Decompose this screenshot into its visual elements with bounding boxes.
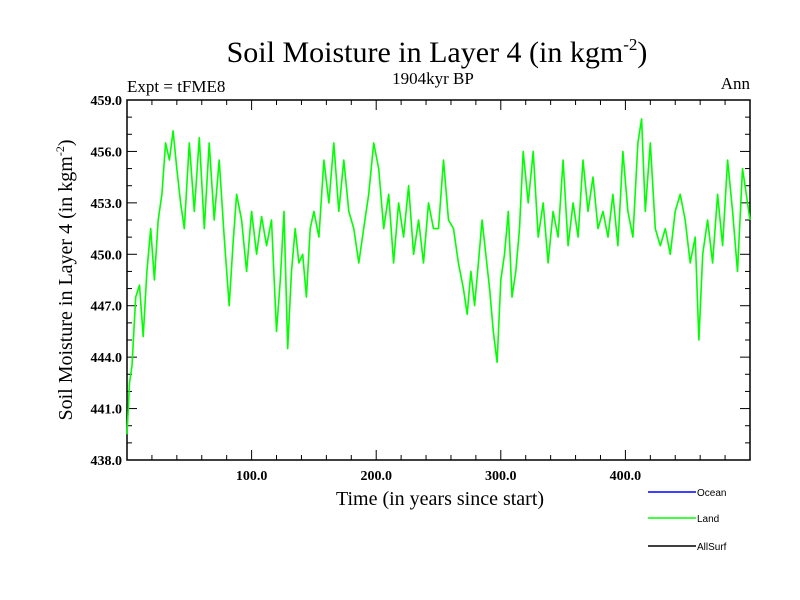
y-tick-label: 453.0 xyxy=(91,197,123,212)
y-tick-label: 456.0 xyxy=(91,145,123,160)
x-tick-labels: 100.0 200.0 300.0 400.0 xyxy=(236,469,641,484)
subtitle-right: Ann xyxy=(721,74,751,93)
legend-label-land: Land xyxy=(697,514,719,525)
subtitle-left: Expt = tFME8 xyxy=(127,77,225,96)
y-axis-title: Soil Moisture in Layer 4 (in kgm-2) xyxy=(53,139,77,420)
x-tick-label: 300.0 xyxy=(485,469,517,484)
y-tick-labels: 438.0 441.0 444.0 447.0 450.0 453.0 456.0 459.0 xyxy=(91,94,123,469)
x-tick-label: 400.0 xyxy=(610,469,642,484)
x-axis-title: Time (in years since start) xyxy=(336,488,544,510)
y-tick-label: 459.0 xyxy=(91,94,123,109)
series-line-land xyxy=(126,118,751,435)
plot-frame xyxy=(126,99,751,461)
y-tick-label: 441.0 xyxy=(91,403,123,418)
legend: Ocean Land AllSurf xyxy=(648,488,727,553)
legend-label-allsurf: AllSurf xyxy=(697,542,727,553)
chart-title: Soil Moisture in Layer 4 (in kgm-2) xyxy=(227,35,648,69)
axis-ticks xyxy=(126,99,751,461)
subtitle-center: 1904kyr BP xyxy=(392,69,474,88)
y-tick-label: 438.0 xyxy=(91,454,123,469)
legend-label-ocean: Ocean xyxy=(697,488,726,499)
x-tick-label: 200.0 xyxy=(360,469,392,484)
x-tick-label: 100.0 xyxy=(236,469,268,484)
y-tick-label: 444.0 xyxy=(91,351,123,366)
y-tick-label: 450.0 xyxy=(91,248,123,263)
y-tick-label: 447.0 xyxy=(91,300,123,315)
